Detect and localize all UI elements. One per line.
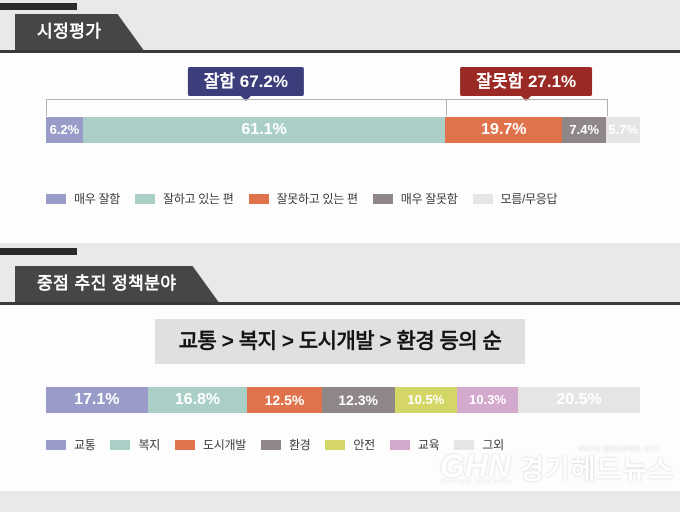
legend-label: 잘못하고 있는 편 [276,192,359,206]
legend-swatch [135,193,155,204]
bracket-tick [46,99,47,116]
callout-bad-label: 잘못함 27.1% [476,72,577,91]
legend-label: 환경 [288,438,311,452]
legend-item-잘못하고 있는 편: 잘못하고 있는 편 [248,190,359,207]
bar-segment-환경: 12.3% [321,387,395,413]
legend-item-도시개발: 도시개발 [174,436,246,453]
legend-label: 안전 [353,438,375,452]
legend-item-안전: 안전 [325,436,375,453]
bar-segment-매우 잘못함: 7.4% [562,117,607,143]
bracket-tick [445,99,447,116]
legend-swatch [325,439,346,450]
legend-item-그외: 그외 [454,436,504,453]
bar-segment-잘못하고 있는 편: 19.7% [445,117,563,143]
bar-segment-교육: 10.3% [457,387,519,413]
bar-segment-복지: 16.8% [147,387,248,413]
legend-swatch [46,439,66,450]
bar-segment-그외: 20.5% [518,387,640,413]
legend-item-교통: 교통 [46,436,96,453]
callout-bad: 잘못함 27.1% [460,67,593,96]
legend-label: 잘하고 있는 편 [163,192,234,206]
bar-segment-매우 잘함: 6.2% [46,117,83,143]
legend-swatch [372,193,393,204]
legend-item-매우 잘못함: 매우 잘못함 [372,190,458,207]
infographic: { "colors": { "background": "#e9e9e9", "… [0,3,680,512]
bar-segment-모름/무응답: 5.7% [606,117,640,143]
section-header-policy: 중점 추진 정책분야 [15,266,219,302]
legend-item-복지: 복지 [110,436,160,453]
legend-label: 매우 잘못함 [400,192,458,206]
policy-panel: 교통 > 복지 > 도시개발 > 환경 등의 순 17.1% 16.8% 12.5%… [0,302,680,491]
legend-swatch [454,439,475,450]
policy-ranking-box: 교통 > 복지 > 도시개발 > 환경 등의 순 [155,319,525,364]
legend-item-잘하고 있는 편: 잘하고 있는 편 [135,190,234,207]
legend-item-교육: 교육 [389,436,440,453]
section-policy: 중점 추진 정책분야 교통 > 복지 > 도시개발 > 환경 등의 순 17.1… [0,248,680,491]
section-header-evaluation: 시정평가 [15,14,144,50]
stacked-bar: 6.2% 61.1% 19.7% 7.4% 5.7% [46,117,640,143]
legend-item-매우 잘함: 매우 잘함 [46,190,120,207]
legend-swatch [260,439,281,450]
stacked-bar: 17.1% 16.8% 12.5% 12.3% 10.5% 10.3% 20.5% [46,387,640,413]
policy-chart: 17.1% 16.8% 12.5% 12.3% 10.5% 10.3% 20.5% 교통 복지… [46,387,640,453]
legend-swatch [389,439,410,450]
ghn-logo-subtext: Gyeonggi Head News [440,479,511,485]
legend-label: 복지 [138,438,160,452]
legend-swatch [174,439,195,450]
bar-segment-잘하고 있는 편: 61.1% [82,117,446,143]
legend-label: 매우 잘함 [74,192,120,206]
bar-segment-도시개발: 12.5% [247,387,322,413]
bar-segment-안전: 10.5% [394,387,457,413]
header-accent-bar [0,3,77,10]
legend-swatch [46,193,66,204]
bracket-tick [606,99,608,116]
bracket [46,99,640,117]
legend-item-환경: 환경 [260,436,311,453]
header-accent-bar [0,248,77,255]
callout-zone: 잘함 67.2% 잘못함 27.1% [46,53,640,99]
ghn-logo: GHN Gyeonggi Head News [439,448,511,485]
section-title: 중점 추진 정책분야 [37,274,177,293]
bracket-line [46,99,607,100]
evaluation-panel: 잘함 67.2% 잘못함 27.1% 6.2% 61.1% 19.7% 7.4% 5.7… [0,50,680,243]
legend-label: 교통 [74,438,96,452]
evaluation-chart: 잘함 67.2% 잘못함 27.1% 6.2% 61.1% 19.7% 7.4% 5.7… [46,53,640,207]
legend-swatch [110,439,131,450]
section-evaluation: 시정평가 잘함 67.2% 잘못함 27.1% 6.2% 61.1% 19.7% 7.… [0,3,680,243]
legend-label: 그외 [482,438,504,452]
bar-segment-교통: 17.1% [46,387,148,413]
watermark-brand: 경기헤드뉴스 [518,455,674,485]
legend: 매우 잘함 잘하고 있는 편 잘못하고 있는 편 매우 잘못함 모름/무응답 [46,190,640,207]
section-title: 시정평가 [37,22,102,41]
legend: 교통 복지 도시개발 환경 안전 교육 그외 [46,436,640,453]
legend-swatch [472,193,493,204]
callout-good-label: 잘함 67.2% [203,72,288,91]
callout-good: 잘함 67.2% [187,67,304,96]
legend-item-모름/무응답: 모름/무응답 [472,190,558,207]
legend-label: 교육 [417,438,440,452]
legend-swatch [248,193,269,204]
legend-label: 도시개발 [202,438,246,452]
legend-label: 모름/무응답 [500,192,558,206]
